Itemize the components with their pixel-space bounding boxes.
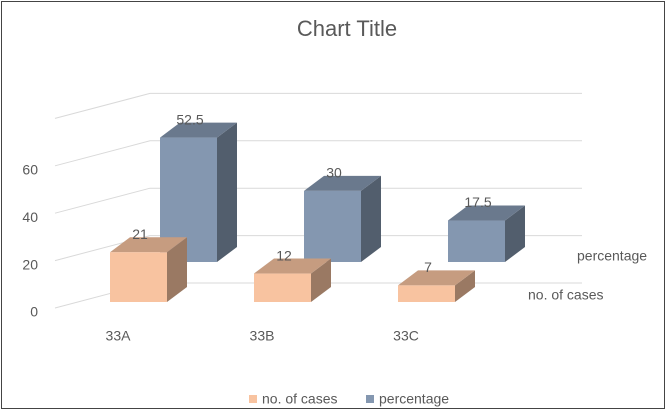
- bar: [254, 273, 311, 302]
- legend-label: percentage: [379, 391, 449, 407]
- bar-top: [254, 258, 331, 274]
- bar-top: [304, 175, 381, 191]
- bar-top: [398, 270, 475, 286]
- bar-top: [448, 205, 525, 221]
- legend-swatch: [249, 395, 257, 403]
- y-tick-label: 60: [22, 162, 38, 178]
- bar-side: [217, 122, 237, 262]
- bar-side: [167, 237, 187, 302]
- grid-line: [54, 92, 582, 119]
- bar: [398, 285, 455, 302]
- y-tick-label: 0: [30, 304, 38, 320]
- bar-side: [505, 205, 525, 262]
- bar-side: [361, 175, 381, 262]
- bar-top: [160, 122, 237, 138]
- data-label: 30: [326, 165, 342, 181]
- x-tick-label: 33C: [393, 328, 419, 344]
- x-tick-label: 33B: [250, 328, 275, 344]
- chart-title: Chart Title: [297, 16, 397, 41]
- grid-line: [54, 187, 582, 214]
- bar-side: [455, 270, 475, 302]
- legend-label: no. of cases: [262, 391, 338, 407]
- bar-top: [110, 237, 187, 253]
- grid-line: [54, 140, 582, 167]
- y-tick-label: 40: [22, 209, 38, 225]
- x-tick-label: 33A: [106, 328, 132, 344]
- data-label: 21: [132, 226, 148, 242]
- bar: [110, 252, 167, 302]
- legend-swatch: [366, 395, 374, 403]
- data-label: 52.5: [176, 111, 203, 127]
- bar-side: [311, 258, 331, 302]
- bar: [448, 220, 505, 262]
- y-tick-label: 20: [22, 256, 38, 272]
- data-label: 12: [276, 247, 292, 263]
- data-label: 7: [424, 259, 432, 275]
- depth-label: no. of cases: [528, 287, 604, 303]
- depth-label: percentage: [577, 248, 647, 264]
- grid-line: [54, 235, 582, 262]
- data-label: 17.5: [464, 194, 491, 210]
- bar: [304, 190, 361, 262]
